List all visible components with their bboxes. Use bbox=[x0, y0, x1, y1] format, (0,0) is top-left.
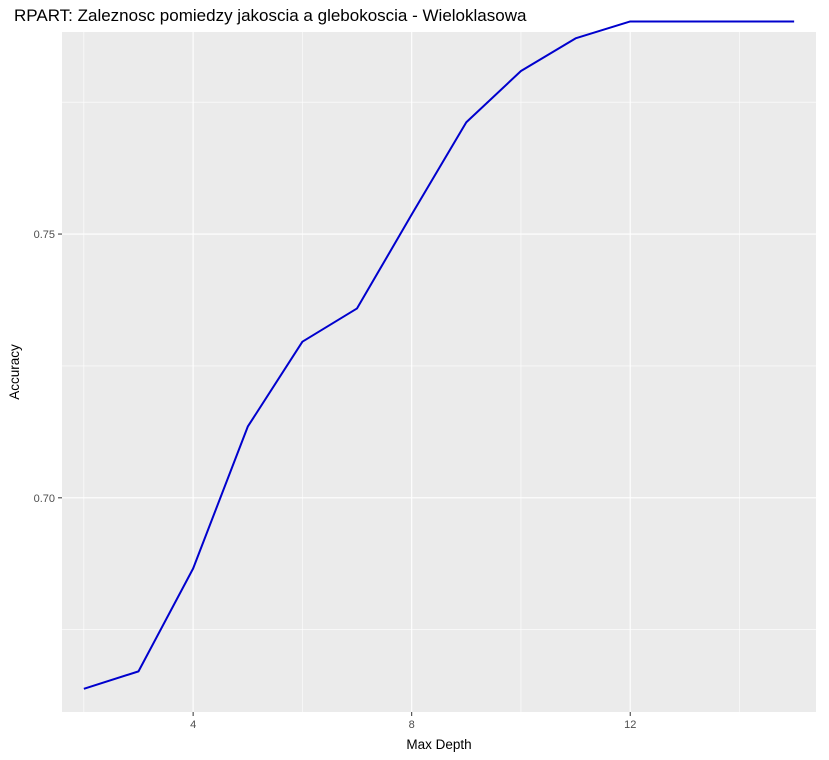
x-tick-label: 8 bbox=[409, 719, 415, 731]
y-axis-title: Accuracy bbox=[7, 344, 22, 400]
chart-title: RPART: Zaleznosc pomiedzy jakoscia a gle… bbox=[14, 6, 527, 25]
major-gridlines bbox=[62, 32, 816, 712]
y-tick-label: 0.70 bbox=[34, 493, 55, 505]
tick-labels: 4 8 12 0.70 0.75 bbox=[34, 229, 637, 731]
x-axis-title: Max Depth bbox=[406, 737, 471, 752]
plot-panel bbox=[62, 32, 816, 712]
series-layer bbox=[83, 20, 795, 690]
x-tick-label: 4 bbox=[190, 719, 196, 731]
axis-ticks bbox=[58, 233, 631, 716]
y-tick-label: 0.75 bbox=[34, 229, 55, 241]
series-line bbox=[83, 20, 795, 690]
x-tick-label: 12 bbox=[624, 719, 636, 731]
minor-gridlines bbox=[62, 32, 816, 712]
